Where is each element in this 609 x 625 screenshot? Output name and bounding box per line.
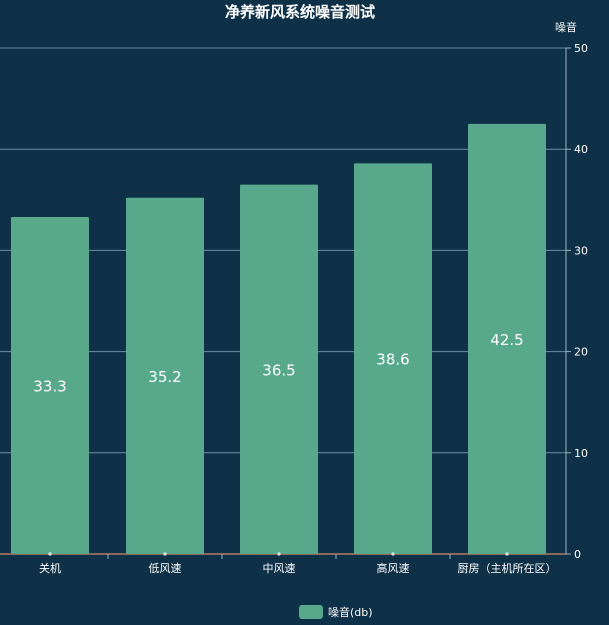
bar-4[interactable] bbox=[468, 123, 546, 555]
bar-2[interactable] bbox=[240, 184, 318, 554]
legend-label[interactable]: 噪音(db) bbox=[328, 605, 373, 619]
y-tick-label-2: 20 bbox=[574, 346, 588, 359]
data-label-2: 36.5 bbox=[262, 361, 295, 379]
labels: 0 10 20 30 40 50 33.3 关机 35.2 低风速 36.5 中风速 38.6 高风速 42… bbox=[33, 42, 588, 575]
chart-title: 净养新风系统噪音测试 bbox=[225, 3, 375, 21]
bar-0[interactable] bbox=[11, 217, 89, 554]
legend-swatch[interactable] bbox=[299, 605, 323, 619]
y-axis-unit-label: 噪音 bbox=[555, 20, 577, 34]
category-label-4: 厨房（主机所在区） bbox=[458, 561, 557, 575]
data-label-1: 35.2 bbox=[148, 368, 181, 386]
data-label-3: 38.6 bbox=[376, 351, 409, 369]
category-label-0: 关机 bbox=[39, 561, 61, 575]
category-label-3: 高风速 bbox=[377, 561, 410, 575]
bars bbox=[11, 123, 546, 556]
y-tick-label-5: 50 bbox=[574, 42, 588, 55]
bar-1[interactable] bbox=[126, 197, 204, 554]
category-label-2: 中风速 bbox=[263, 562, 296, 575]
y-tick-label-4: 40 bbox=[574, 143, 588, 156]
y-tick-label-1: 10 bbox=[574, 447, 588, 460]
bar-base-dot-3 bbox=[391, 552, 395, 556]
legend[interactable]: 噪音(db) bbox=[299, 605, 373, 619]
y-tick-label-0: 0 bbox=[574, 548, 581, 561]
bar-base-dot-4 bbox=[505, 552, 509, 556]
y-tick-label-3: 30 bbox=[574, 244, 588, 257]
data-label-0: 33.3 bbox=[33, 378, 66, 396]
category-label-1: 低风速 bbox=[149, 562, 182, 575]
bar-base-dot-1 bbox=[163, 552, 167, 556]
bar-base-dot-2 bbox=[277, 552, 281, 556]
data-label-4: 42.5 bbox=[490, 331, 523, 349]
bar-3[interactable] bbox=[354, 163, 432, 555]
bar-base-dot-0 bbox=[48, 552, 52, 556]
